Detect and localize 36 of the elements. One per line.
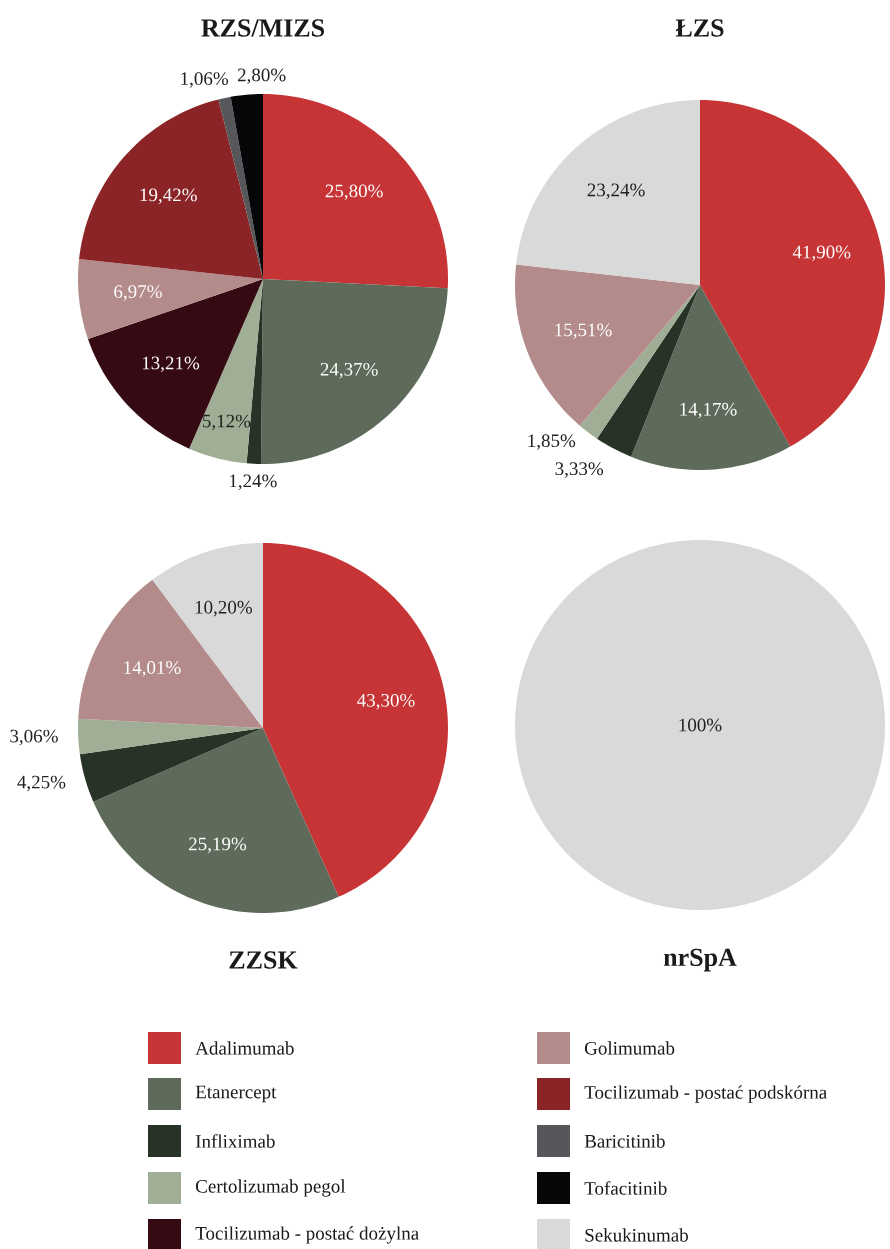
data-label: 13,21%	[142, 356, 200, 373]
data-label: 4,25%	[17, 775, 66, 792]
data-label: 1,06%	[181, 72, 229, 88]
text: nrSpA	[663, 948, 737, 972]
data-label: 2,80%	[237, 68, 286, 85]
legend-label: Baricitinib	[584, 1134, 665, 1148]
data-label: 5,12%	[202, 414, 251, 431]
data-label: 24,37%	[320, 362, 378, 379]
data-label: 100%	[679, 718, 722, 732]
data-label: 10,20%	[195, 600, 253, 617]
legend-label: Etanercept	[195, 1085, 277, 1103]
data-label: 15,51%	[555, 323, 612, 340]
data-label: 3,33%	[555, 462, 604, 478]
data-label: 23,24%	[587, 183, 645, 200]
legend-label: Certolizumab pegol	[195, 1179, 346, 1197]
legend-label: Tocilizumab - postać dożylna	[195, 1226, 419, 1244]
data-label: 1,24%	[229, 474, 277, 491]
data-label: 14,01%	[124, 661, 181, 677]
legend-label: Golimumab	[584, 1041, 675, 1055]
data-label: 1,85%	[528, 434, 576, 450]
legend-label: Tocilizumab - postać podskórna	[584, 1085, 827, 1103]
data-label: 6,97%	[114, 285, 162, 301]
chart-title: ŁZS	[675, 19, 724, 37]
data-label: 43,30%	[357, 693, 415, 710]
data-label: 41,90%	[792, 245, 851, 262]
data-label: 14,17%	[680, 402, 737, 419]
data-label: 25,19%	[189, 837, 247, 854]
text: ZZSK	[229, 951, 298, 969]
legend-label: Infliximab	[195, 1134, 275, 1148]
data-label: 3,06%	[10, 729, 58, 746]
data-label: 25,80%	[325, 184, 383, 201]
data-label: 19,42%	[140, 188, 197, 205]
chart-title: RZS/MIZS	[201, 19, 325, 37]
legend-label: Sekukinumab	[585, 1228, 688, 1242]
legend-label: Tofacitinib	[584, 1181, 667, 1195]
legend-label: Adalimumab	[195, 1041, 294, 1055]
